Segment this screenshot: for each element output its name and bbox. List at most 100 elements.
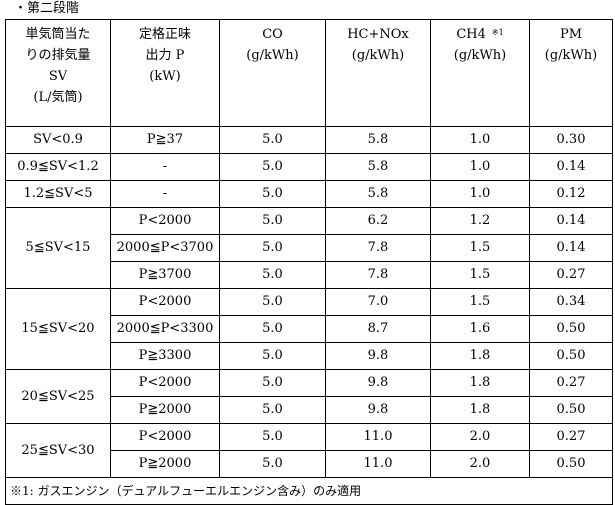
p-cell: P<2000 xyxy=(110,288,220,316)
table-row: 25≦SV<30 P<2000 5.0 11.0 2.0 0.27 xyxy=(5,423,613,478)
sv-cell: 1.2≦SV<5 xyxy=(5,180,111,208)
table-row: P≧2000 5.0 9.8 1.8 0.50 xyxy=(6,396,613,424)
hc-cell: 9.8 xyxy=(325,342,431,370)
table-row: 15≦SV<20 P<2000 5.0 7.0 1.5 0.34 xyxy=(5,288,613,370)
co-cell: 5.0 xyxy=(219,396,326,424)
header-ch4-line: CH4 ※1 xyxy=(431,24,529,45)
ch4-cell: 1.8 xyxy=(430,396,530,424)
pm-cell: 0.12 xyxy=(529,180,613,208)
pm-cell: 0.30 xyxy=(529,126,613,154)
sv-cell: 0.9≦SV<1.2 xyxy=(5,153,111,181)
hc-cell: 5.8 xyxy=(325,153,431,181)
table-row: P≧3700 5.0 7.8 1.5 0.27 xyxy=(6,261,613,289)
table-row: 2000≦P<3300 5.0 8.7 1.6 0.50 xyxy=(6,315,613,343)
header-power: 定格正味 出力 P (kW) xyxy=(110,19,220,127)
hc-cell: 11.0 xyxy=(325,450,431,478)
p-cell: 2000≦P<3700 xyxy=(110,234,220,262)
ch4-cell: 1.2 xyxy=(430,207,530,235)
pm-cell: 0.34 xyxy=(529,288,613,316)
sv-cell: 25≦SV<30 xyxy=(5,423,111,478)
header-ch4-line: (g/kWh) xyxy=(453,48,507,63)
sv-cell: 5≦SV<15 xyxy=(5,207,111,289)
pm-cell: 0.50 xyxy=(529,450,613,478)
header-ch4-label: CH4 xyxy=(456,27,486,42)
p-cell: P<2000 xyxy=(110,207,220,235)
hc-cell: 8.7 xyxy=(325,315,431,343)
co-cell: 5.0 xyxy=(219,369,326,397)
hc-cell: 9.8 xyxy=(325,396,431,424)
p-cell: P≧3700 xyxy=(110,261,220,289)
ch4-cell: 2.0 xyxy=(430,450,530,478)
sv-cell: SV<0.9 xyxy=(5,126,111,154)
p-cell: P≧2000 xyxy=(110,450,220,478)
header-co-line: CO xyxy=(262,27,283,42)
pm-cell: 0.27 xyxy=(529,369,613,397)
table-row: 2000≦P<3700 5.0 7.8 1.5 0.14 xyxy=(6,234,613,262)
co-cell: 5.0 xyxy=(219,450,326,478)
table-row: 20≦SV<25 P<2000 5.0 9.8 1.8 0.27 xyxy=(5,369,613,424)
ch4-cell: 1.0 xyxy=(430,126,530,154)
table-row: P≧2000 5.0 11.0 2.0 0.50 xyxy=(6,450,613,478)
p-cell: - xyxy=(110,180,220,208)
pm-cell: 0.27 xyxy=(529,261,613,289)
hc-cell: 7.8 xyxy=(325,234,431,262)
header-hc-nox: HC+NOx (g/kWh) xyxy=(325,19,431,127)
header-power-line: 定格正味 xyxy=(138,27,191,42)
hc-cell: 9.8 xyxy=(325,369,431,397)
co-cell: 5.0 xyxy=(219,153,326,181)
ch4-cell: 1.0 xyxy=(430,180,530,208)
pm-cell: 0.50 xyxy=(529,315,613,343)
ch4-cell: 1.8 xyxy=(430,342,530,370)
ch4-cell: 1.8 xyxy=(430,369,530,397)
header-ch4-note: ※1 xyxy=(491,28,504,37)
table-body: SV<0.9 P≧37 5.0 5.8 1.0 0.30 0.9≦SV<1.2-5.0 5.8… xyxy=(5,126,613,478)
hc-cell: 5.8 xyxy=(325,180,431,208)
header-co-line: (g/kWh) xyxy=(246,48,299,63)
p-cell: P≧2000 xyxy=(110,396,220,424)
hc-cell: 6.2 xyxy=(325,207,431,235)
p-cell: P≧37 xyxy=(110,126,220,154)
ch4-cell: 2.0 xyxy=(430,423,530,451)
header-sv-line: SV xyxy=(48,69,68,84)
sv-cell: 20≦SV<25 xyxy=(5,369,111,424)
table-row: 1.2≦SV<5-5.0 5.8 1.0 0.12 xyxy=(5,180,613,208)
footnote: ※1: ガスエンジン（デュアルフューエルエンジン含み）のみ適用 xyxy=(5,477,613,505)
table-row: P≧3300 5.0 9.8 1.8 0.50 xyxy=(6,342,613,370)
hc-cell: 11.0 xyxy=(325,423,431,451)
co-cell: 5.0 xyxy=(219,423,326,451)
p-cell: P<2000 xyxy=(110,369,220,397)
sv-cell: 15≦SV<20 xyxy=(5,288,111,370)
section-heading: ・第二段階 xyxy=(14,1,80,16)
ch4-cell: 1.5 xyxy=(430,288,530,316)
ch4-cell: 1.5 xyxy=(430,261,530,289)
co-cell: 5.0 xyxy=(219,126,326,154)
co-cell: 5.0 xyxy=(219,261,326,289)
co-cell: 5.0 xyxy=(219,288,326,316)
header-pm-line: PM xyxy=(559,27,583,42)
header-hc-line: (g/kWh) xyxy=(351,48,405,63)
p-cell: - xyxy=(110,153,220,181)
pm-cell: 0.50 xyxy=(529,342,613,370)
header-power-line: 出力 P xyxy=(145,48,185,63)
hc-cell: 5.8 xyxy=(325,126,431,154)
header-sv-line: (L/気筒) xyxy=(33,90,83,105)
header-pm: PM (g/kWh) xyxy=(529,19,613,127)
table-row: 0.9≦SV<1.2-5.0 5.8 1.0 0.14 xyxy=(5,153,613,181)
co-cell: 5.0 xyxy=(219,315,326,343)
p-cell: P≧3300 xyxy=(110,342,220,370)
header-hc-line: HC+NOx xyxy=(347,27,409,42)
hc-cell: 7.0 xyxy=(325,288,431,316)
header-sv: 単気筒当た りの排気量 SV (L/気筒) xyxy=(5,19,111,127)
header-pm-line: (g/kWh) xyxy=(544,48,598,63)
header-power-line: (kW) xyxy=(149,69,181,84)
pm-cell: 0.14 xyxy=(529,207,613,235)
header-ch4: CH4 ※1 (g/kWh) xyxy=(430,19,530,127)
p-cell: 2000≦P<3300 xyxy=(110,315,220,343)
pm-cell: 0.14 xyxy=(529,153,613,181)
pm-cell: 0.50 xyxy=(529,396,613,424)
co-cell: 5.0 xyxy=(219,180,326,208)
emission-limits-table: 単気筒当た りの排気量 SV (L/気筒) 定格正味 出力 P (kW) CO … xyxy=(5,19,613,505)
header-sv-line: 単気筒当た xyxy=(25,27,91,42)
ch4-cell: 1.0 xyxy=(430,153,530,181)
hc-cell: 7.8 xyxy=(325,261,431,289)
